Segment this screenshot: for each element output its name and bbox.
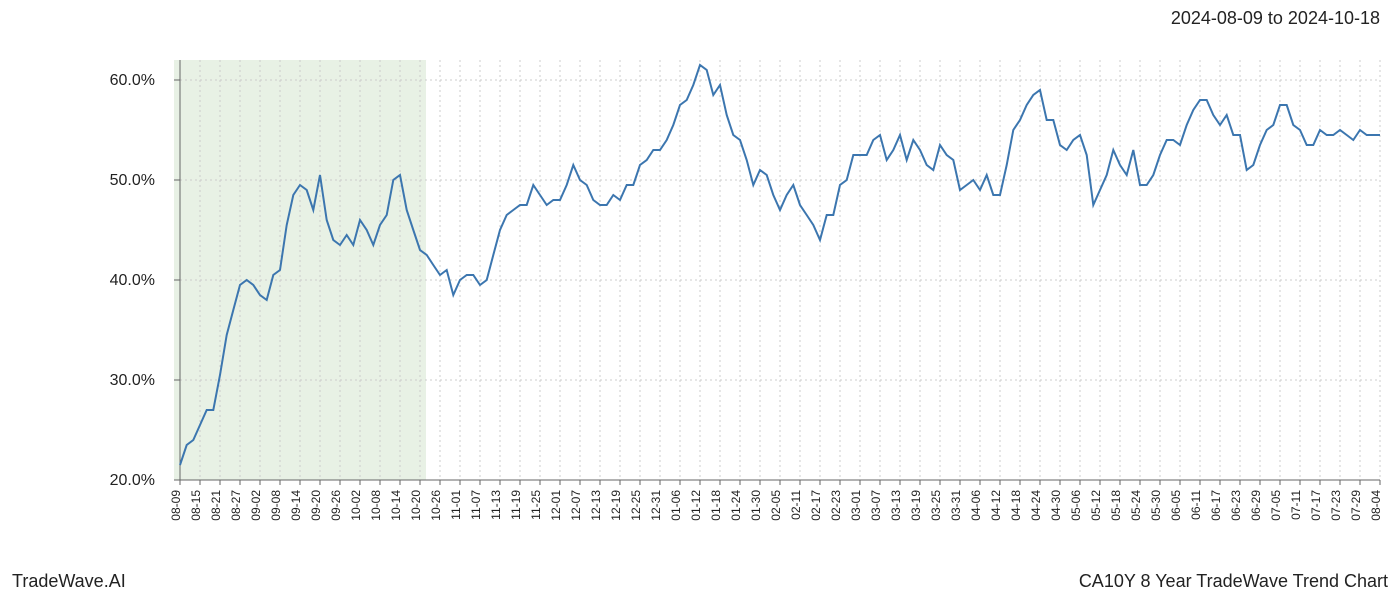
x-tick-label: 11-19 [509,490,523,520]
x-tick-label: 11-07 [469,490,483,520]
x-tick-label: 04-06 [969,490,983,521]
x-tick-label: 07-23 [1329,490,1343,521]
footer-brand: TradeWave.AI [12,571,126,592]
x-tick-label: 05-12 [1089,490,1103,521]
x-tick-label: 05-24 [1129,490,1143,521]
x-tick-label: 04-12 [989,490,1003,521]
x-tick-label: 12-19 [609,490,623,521]
x-tick-label: 05-30 [1149,490,1163,521]
x-tick-label: 09-08 [269,490,283,521]
y-tick-label: 40.0% [110,272,155,289]
x-tick-label: 01-06 [669,490,683,521]
x-tick-label: 11-01 [449,490,463,520]
x-tick-label: 03-19 [909,490,923,521]
x-tick-label: 12-07 [569,490,583,521]
x-tick-label: 12-13 [589,490,603,521]
x-tick-label: 08-27 [229,490,243,521]
chart-title: CA10Y 8 Year TradeWave Trend Chart [1079,571,1388,592]
y-tick-label: 30.0% [110,372,155,389]
x-tick-label: 05-18 [1109,490,1123,521]
x-tick-label: 07-17 [1309,490,1323,521]
date-range-label: 2024-08-09 to 2024-10-18 [1171,8,1380,29]
x-tick-label: 12-01 [549,490,563,521]
x-tick-label: 09-20 [309,490,323,521]
x-tick-label: 07-05 [1269,490,1283,521]
x-tick-label: 11-13 [489,490,503,520]
x-tick-label: 06-29 [1249,490,1263,521]
x-tick-label: 01-18 [709,490,723,521]
x-tick-label: 06-05 [1169,490,1183,521]
x-tick-label: 09-02 [249,490,263,521]
x-tick-label: 06-23 [1229,490,1243,521]
x-tick-label: 02-11 [789,490,803,520]
x-tick-label: 10-20 [409,490,423,521]
x-tick-label: 09-14 [289,490,303,521]
y-tick-label: 20.0% [110,472,155,489]
x-tick-label: 10-02 [349,490,363,521]
x-tick-label: 10-26 [429,490,443,521]
x-tick-label: 12-31 [649,490,663,521]
x-tick-label: 12-25 [629,490,643,521]
x-tick-label: 04-30 [1049,490,1063,521]
x-tick-label: 06-17 [1209,490,1223,521]
x-tick-label: 03-25 [929,490,943,521]
x-tick-label: 03-07 [869,490,883,521]
line-chart-svg: 20.0% 30.0% 40.0% 50.0% 60.0% 08-09 08-15 08-21… [0,50,1400,540]
x-tick-label: 07-29 [1349,490,1363,521]
x-tick-label: 02-05 [769,490,783,521]
x-tick-label: 10-08 [369,490,383,521]
x-tick-label: 03-31 [949,490,963,521]
x-tick-label: 08-09 [169,490,183,521]
x-tick-label: 08-15 [189,490,203,521]
x-tick-label: 01-12 [689,490,703,521]
x-tick-label: 08-21 [209,490,223,521]
chart-area: 20.0% 30.0% 40.0% 50.0% 60.0% 08-09 08-15 08-21… [0,50,1400,540]
x-tick-label: 11-25 [529,490,543,520]
x-tick-label: 03-01 [849,490,863,521]
x-tick-label: 02-23 [829,490,843,521]
x-tick-label: 07-11 [1289,490,1303,520]
x-tick-label: 08-04 [1369,490,1383,521]
x-tick-label: 09-26 [329,490,343,521]
x-tick-label: 05-06 [1069,490,1083,521]
x-tick-label: 03-13 [889,490,903,521]
x-tick-label: 04-24 [1029,490,1043,521]
x-tick-label: 01-30 [749,490,763,521]
y-tick-label: 50.0% [110,172,155,189]
x-tick-label: 10-14 [389,490,403,521]
x-tick-label: 01-24 [729,490,743,521]
y-tick-label: 60.0% [110,72,155,89]
x-tick-label: 04-18 [1009,490,1023,521]
x-tick-label: 06-11 [1189,490,1203,520]
x-tick-label: 02-17 [809,490,823,521]
